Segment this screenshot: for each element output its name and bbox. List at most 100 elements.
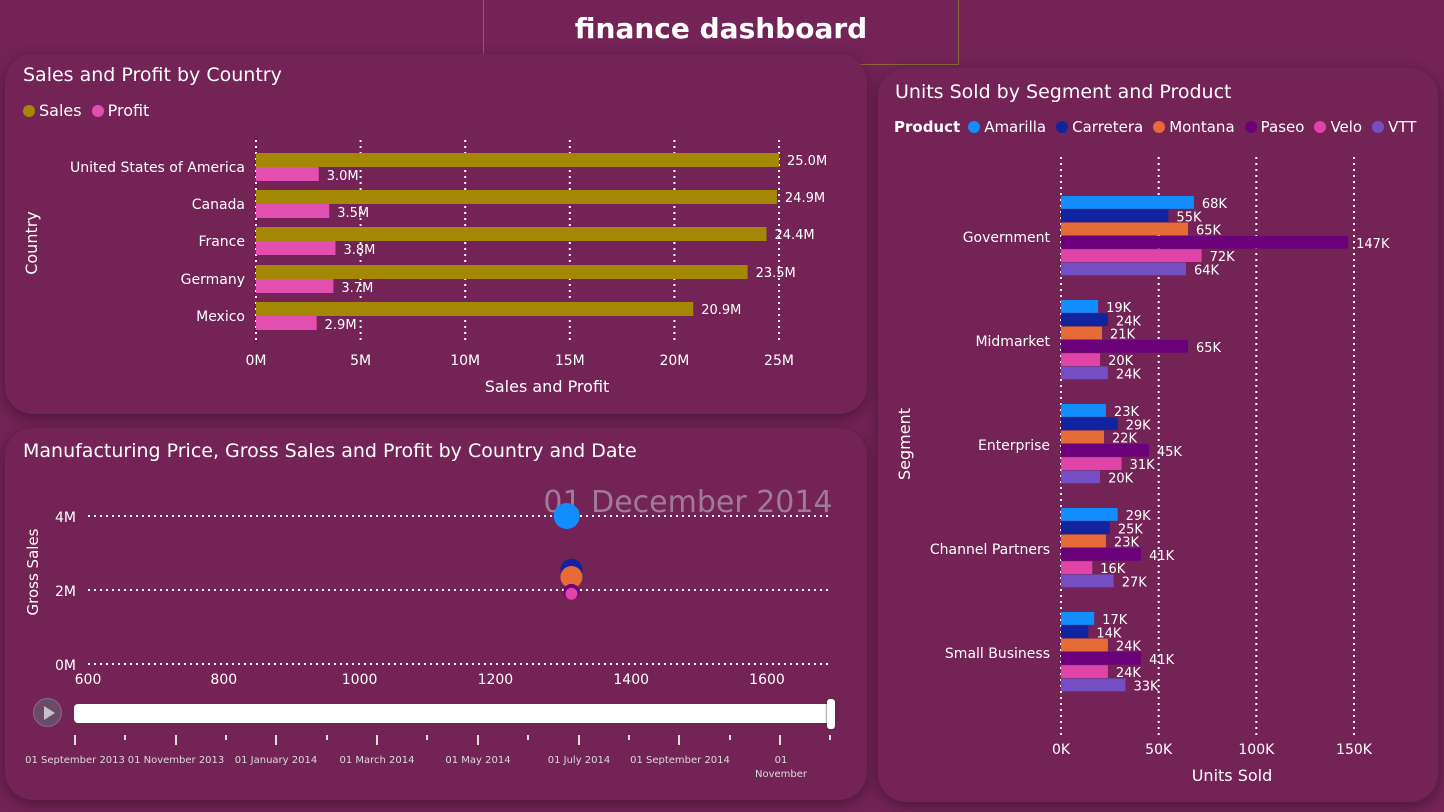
carretera-bar xyxy=(1061,625,1089,639)
carretera-data-label: 14K xyxy=(1096,626,1122,641)
legend-label-profit: Profit xyxy=(107,101,150,120)
montana-data-label: 22K xyxy=(1112,432,1138,447)
segment-label: Government xyxy=(963,230,1051,246)
date-watermark: 01 December 2014 xyxy=(543,485,832,520)
legend-item-velo[interactable]: Velo xyxy=(1314,118,1366,136)
sales-bar xyxy=(256,265,748,279)
profit-bar xyxy=(256,204,330,218)
timeline-label: 01 May 2014 xyxy=(445,755,510,766)
paseo-data-label: 41K xyxy=(1149,653,1175,668)
x-tick-label: 10M xyxy=(450,353,480,369)
x-tick-label: 15M xyxy=(555,353,585,369)
x-tick-label: 1200 xyxy=(478,672,514,688)
vtt-data-label: 27K xyxy=(1122,576,1148,591)
legend-item-sales[interactable]: Sales xyxy=(23,101,86,120)
vtt-bar xyxy=(1061,470,1101,484)
segment-label: Channel Partners xyxy=(930,542,1050,558)
y-tick-label: 4M xyxy=(55,510,76,526)
units-chart[interactable]: 0K 50K 100K 150KGovernment68K55K65K147K72K6… xyxy=(870,0,1444,812)
legend-item-amarilla[interactable]: Amarilla xyxy=(968,118,1050,136)
montana-data-label: 21K xyxy=(1110,328,1136,343)
x-tick-label: 0M xyxy=(246,353,267,369)
amarilla-bar xyxy=(1061,404,1106,417)
amarilla-data-label: 68K xyxy=(1202,197,1228,212)
sales-profit-title: Sales and Profit by Country xyxy=(23,64,282,86)
legend-item-paseo[interactable]: Paseo xyxy=(1244,118,1309,136)
units-title: Units Sold by Segment and Product xyxy=(895,81,1232,103)
montana-data-label: 24K xyxy=(1116,640,1142,655)
paseo-data-label: 41K xyxy=(1149,549,1175,564)
vtt-data-label: 33K xyxy=(1133,680,1159,695)
x-tick-label: 50K xyxy=(1145,742,1173,758)
x-axis-title: Sales and Profit xyxy=(485,377,610,396)
paseo-data-label: 147K xyxy=(1356,237,1390,252)
scatter-card[interactable] xyxy=(5,428,867,800)
montana-bar xyxy=(1061,430,1104,444)
y-tick-label: 2M xyxy=(55,584,76,600)
vtt-bar xyxy=(1061,574,1114,588)
amarilla-bar xyxy=(1061,300,1099,313)
legend-label-velo: Velo xyxy=(1330,118,1363,136)
x-tick-label: 1000 xyxy=(342,672,378,688)
paseo-bar xyxy=(1061,235,1349,249)
sales-bar xyxy=(256,227,767,241)
x-tick-label: 5M xyxy=(350,353,371,369)
country-label: Germany xyxy=(181,272,245,288)
timeline-label: 01 March 2014 xyxy=(339,755,414,766)
legend-item-carretera[interactable]: Carretera xyxy=(1056,118,1147,136)
montana-bar xyxy=(1061,638,1108,652)
montana-data-label: 23K xyxy=(1114,536,1140,551)
sales-profit-legend: Sales Profit xyxy=(23,101,159,120)
vtt-bar xyxy=(1061,366,1108,380)
velo-bar xyxy=(1061,457,1122,470)
country-label: Mexico xyxy=(196,309,245,325)
carretera-bar xyxy=(1061,313,1108,327)
timeline-slider-handle[interactable] xyxy=(827,699,835,729)
profit-data-label: 3.7M xyxy=(341,281,373,296)
x-tick-label: 150K xyxy=(1336,742,1373,758)
scatter-point xyxy=(560,566,583,589)
country-label: France xyxy=(198,234,245,250)
scatter-point xyxy=(553,503,580,529)
paseo-data-label: 65K xyxy=(1196,341,1222,356)
paseo-bar xyxy=(1061,547,1142,561)
legend-dot-amarilla xyxy=(968,121,981,133)
legend-dot-profit xyxy=(91,104,104,117)
sales-data-label: 23.5M xyxy=(756,266,796,281)
timeline-label: 01 xyxy=(775,755,788,766)
carretera-bar xyxy=(1061,417,1118,431)
sales-bar xyxy=(256,302,694,316)
montana-data-label: 65K xyxy=(1196,224,1222,239)
timeline-label: November xyxy=(755,769,808,780)
vtt-data-label: 24K xyxy=(1116,368,1142,383)
timeline-slider-track[interactable] xyxy=(74,704,832,723)
profit-data-label: 3.5M xyxy=(337,206,369,221)
y-axis-title: Country xyxy=(22,211,41,275)
velo-bar xyxy=(1061,561,1093,574)
sales-profit-chart[interactable]: 25.0M 3.0M United States of America 24.9M 3.… xyxy=(0,0,870,410)
velo-bar xyxy=(1061,249,1202,262)
legend-item-vtt[interactable]: VTT xyxy=(1372,118,1420,136)
amarilla-bar xyxy=(1061,508,1118,521)
amarilla-bar xyxy=(1061,612,1095,625)
legend-item-montana[interactable]: Montana xyxy=(1153,118,1238,136)
play-button[interactable] xyxy=(33,698,62,727)
profit-data-label: 3.8M xyxy=(343,243,375,258)
legend-item-profit[interactable]: Profit xyxy=(91,101,154,120)
segment-label: Midmarket xyxy=(975,334,1050,350)
sales-bar xyxy=(256,153,779,167)
velo-data-label: 16K xyxy=(1100,562,1126,577)
y-tick-label: 0M xyxy=(55,658,76,674)
x-tick-label: 600 xyxy=(75,672,102,688)
velo-bar xyxy=(1061,353,1101,366)
sales-data-label: 24.9M xyxy=(785,191,825,206)
scatter-point xyxy=(565,587,578,600)
amarilla-data-label: 19K xyxy=(1106,301,1132,316)
legend-dot-vtt xyxy=(1372,121,1385,133)
legend-label-sales: Sales xyxy=(39,101,82,120)
amarilla-data-label: 17K xyxy=(1102,613,1128,628)
montana-bar xyxy=(1061,534,1106,548)
amarilla-data-label: 23K xyxy=(1114,405,1140,420)
country-label: United States of America xyxy=(70,160,245,176)
